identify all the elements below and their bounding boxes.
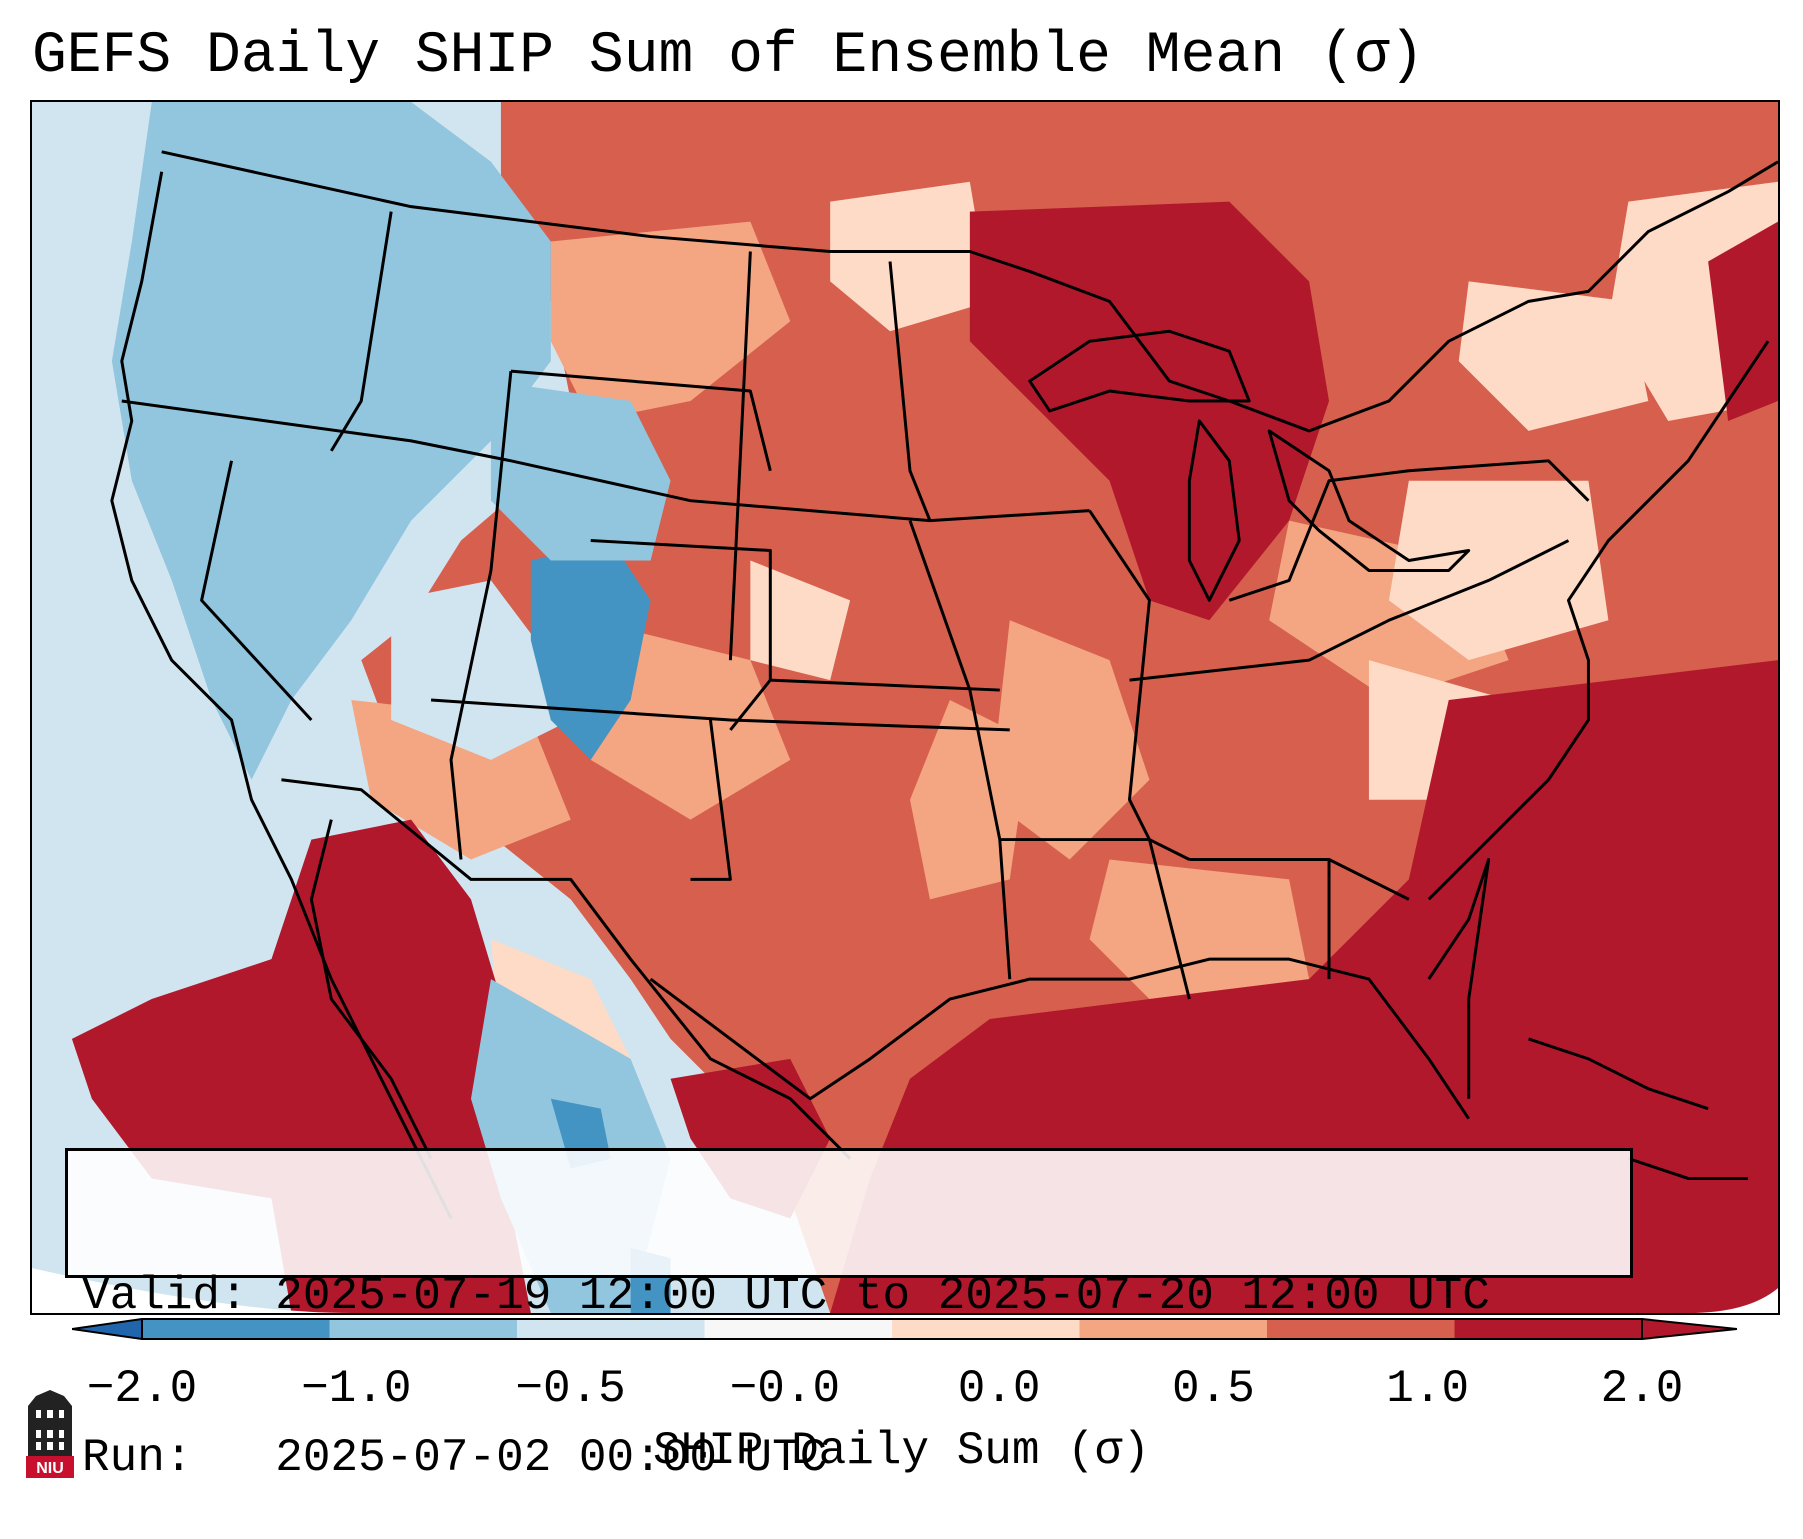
colorbar-bin [704,1319,893,1339]
colorbar-bin [142,1319,330,1339]
colorbar-bin [1267,1319,1455,1339]
valid-time-text: 2025-07-19 12:00 UTC to 2025-07-20 12:00… [275,1270,1490,1322]
warm-region-pale [490,181,1778,1139]
logo-text: NIU [36,1460,64,1477]
colorbar-bin [329,1319,518,1339]
colorbar-bin [1079,1319,1268,1339]
colorbar-outline [141,1318,1643,1340]
colorbar-tick-label: 0.5 [1172,1363,1255,1415]
east-coast [1427,340,1770,901]
valid-run-info-box: Valid: 2025-07-19 12:00 UTC to 2025-07-2… [65,1148,1633,1484]
colorbar-bins [72,1318,1737,1340]
cool-region-wyoming [490,381,671,561]
map-panel[interactable] [30,100,1780,1315]
cool-region-rockies [391,580,571,760]
map-title: GEFS Daily SHIP Sum of Ensemble Mean (σ) [32,24,1425,89]
caribbean-islands [1528,1037,1749,1180]
colorbar-tick-label: 0.0 [957,1363,1041,1415]
colorbar-tick-label: 1.0 [1386,1363,1470,1415]
niu-logo-icon: NIU [26,1390,74,1478]
lake-michigan [1187,419,1241,602]
colorbar-tick-label: −0.5 [515,1363,626,1415]
baja-coast [309,819,433,1160]
hot-region-northeast [1708,221,1778,421]
run-time-line: Run: 2025-07-02 00:00 UTC [82,1431,1616,1485]
valid-time-line: Valid: 2025-07-19 12:00 UTC to 2025-07-2… [82,1269,1616,1323]
colorbar-label: SHIP Daily Sum (σ) [653,1425,1150,1477]
boundary-lines [110,150,1778,1219]
valid-label: Valid: [82,1270,248,1322]
colorbar [72,1318,1737,1340]
logo-banner [26,1456,74,1478]
colorbar-extend-max [1641,1318,1737,1340]
gulf-coast [649,957,1470,1120]
ship-anomaly-map [32,102,1778,1313]
colorbar-bin [892,1319,1080,1339]
cool-region-colorado [530,540,651,760]
run-time-text: 2025-07-02 00:00 UTC [275,1432,828,1484]
florida-coast [1427,858,1491,1099]
hot-region-great-lakes [969,201,1330,621]
colorbar-tick-label: −0.0 [729,1363,841,1415]
run-label: Run: [82,1432,193,1484]
lake-superior [1028,329,1251,413]
colorbar-tick-label: 2.0 [1600,1363,1684,1415]
lake-huron-erie [1267,429,1471,572]
state-lines [121,211,1590,1000]
colorbar-tick-label: −2.0 [86,1363,198,1415]
pacific-shading [32,102,252,1059]
logo-tower [28,1390,72,1428]
colorbar-extend-min [72,1318,143,1340]
colorbar-bin [1454,1319,1643,1339]
mexico-border [281,778,852,1160]
warm-region-light [351,221,1509,1000]
map-edge-whitespace [32,1268,1778,1313]
colorbar-bin [517,1319,705,1339]
colorbar-tick-label: −1.0 [301,1363,412,1415]
cool-region-northwest [111,102,551,780]
